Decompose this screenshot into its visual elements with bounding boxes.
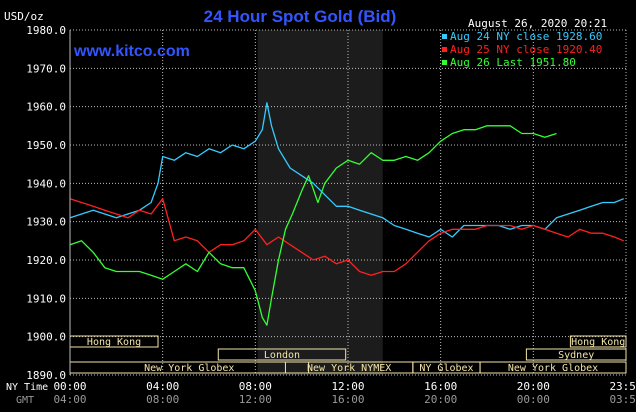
x-tick-label-gmt-4: 20:00 <box>424 393 457 406</box>
session-bar-fill-7 <box>479 361 627 374</box>
x-tick-label-gmt-6: 03:59 <box>609 393 636 406</box>
session-label-1: London <box>264 350 300 361</box>
shaded-region <box>257 30 383 375</box>
x-tick-label-ny-1: 04:00 <box>146 380 179 393</box>
x-tick-label-ny-5: 20:00 <box>517 380 550 393</box>
x-tick-label-ny-4: 16:00 <box>424 380 457 393</box>
legend-entry-aug25: Aug 25 NY close 1920.40 <box>450 43 602 56</box>
session-label-4: NY Globex <box>419 363 473 374</box>
y-tick-label-2: 1910.0 <box>26 292 66 305</box>
session-label-5: Hong Kong <box>571 337 625 348</box>
legend-entry-aug24: Aug 24 NY close 1928.60 <box>450 30 602 43</box>
y-tick-label-5: 1940.0 <box>26 177 66 190</box>
y-tick-label-1: 1900.0 <box>26 331 66 344</box>
session-bar-5: Hong Kong <box>569 335 627 348</box>
chart-title: 24 Hour Spot Gold (Bid) <box>204 7 397 26</box>
session-bar-1: London <box>217 348 347 361</box>
y-tick-label-6: 1950.0 <box>26 139 66 152</box>
series-line-2 <box>69 125 557 326</box>
market-sessions: Hong Kong London New York Globex New York N… <box>69 335 627 374</box>
session-label-7: New York Globex <box>508 363 598 374</box>
x-tick-label-gmt-0: 04:00 <box>53 393 86 406</box>
date-label: August 26, 2020 20:21 <box>468 17 607 30</box>
legend: Aug 24 NY close 1928.60 Aug 25 NY close … <box>442 30 602 69</box>
x-tick-label-ny-6: 23:59 <box>609 380 636 393</box>
x-tick-label-gmt-2: 12:00 <box>239 393 272 406</box>
session-label-0: Hong Kong <box>87 337 141 348</box>
session-bar-fill-5 <box>569 335 627 348</box>
y-tick-label-8: 1970.0 <box>26 62 66 75</box>
shaded-session-region <box>257 30 383 375</box>
legend-swatch-aug26 <box>442 60 447 65</box>
x-tick-label-ny-0: 00:00 <box>53 380 86 393</box>
session-label-6: Sydney <box>558 350 594 361</box>
session-bar-4: NY Globex <box>412 361 481 374</box>
site-label: www.kitco.com <box>73 43 190 60</box>
session-bar-7: New York Globex <box>479 361 627 374</box>
session-bar-6: Sydney <box>525 348 627 361</box>
y-tick-label-9: 1980.0 <box>26 24 66 37</box>
axes: 1890.0 1900.0 1910.0 1920.0 1930.0 1940.0 1950… <box>26 24 636 406</box>
y-tick-label-3: 1920.0 <box>26 254 66 267</box>
legend-swatch-aug24 <box>442 34 447 39</box>
series-lines <box>69 102 624 326</box>
y-tick-label-7: 1960.0 <box>26 101 66 114</box>
y-tick-label-4: 1930.0 <box>26 216 66 229</box>
gmt-label: GMT <box>16 395 34 406</box>
x-tick-label-gmt-3: 16:00 <box>331 393 364 406</box>
session-label-2: New York Globex <box>144 363 234 374</box>
x-tick-label-gmt-5: 00:00 <box>517 393 550 406</box>
session-label-3: New York NYMEX <box>307 363 391 374</box>
y-tick-label-0: 1890.0 <box>26 369 66 382</box>
series-line-0 <box>69 102 624 238</box>
x-tick-label-gmt-1: 08:00 <box>146 393 179 406</box>
x-tick-label-ny-2: 08:00 <box>239 380 272 393</box>
x-tick-label-ny-3: 12:00 <box>331 380 364 393</box>
legend-entry-aug26: Aug 26 Last 1951.80 <box>450 56 576 69</box>
ny-time-label: NY Time <box>6 382 48 393</box>
session-bar-fill-1 <box>217 348 347 361</box>
legend-swatch-aug25 <box>442 47 447 52</box>
y-unit-label: USD/oz <box>4 10 44 23</box>
session-bar-fill-6 <box>525 348 627 361</box>
series-line-1 <box>69 198 624 276</box>
